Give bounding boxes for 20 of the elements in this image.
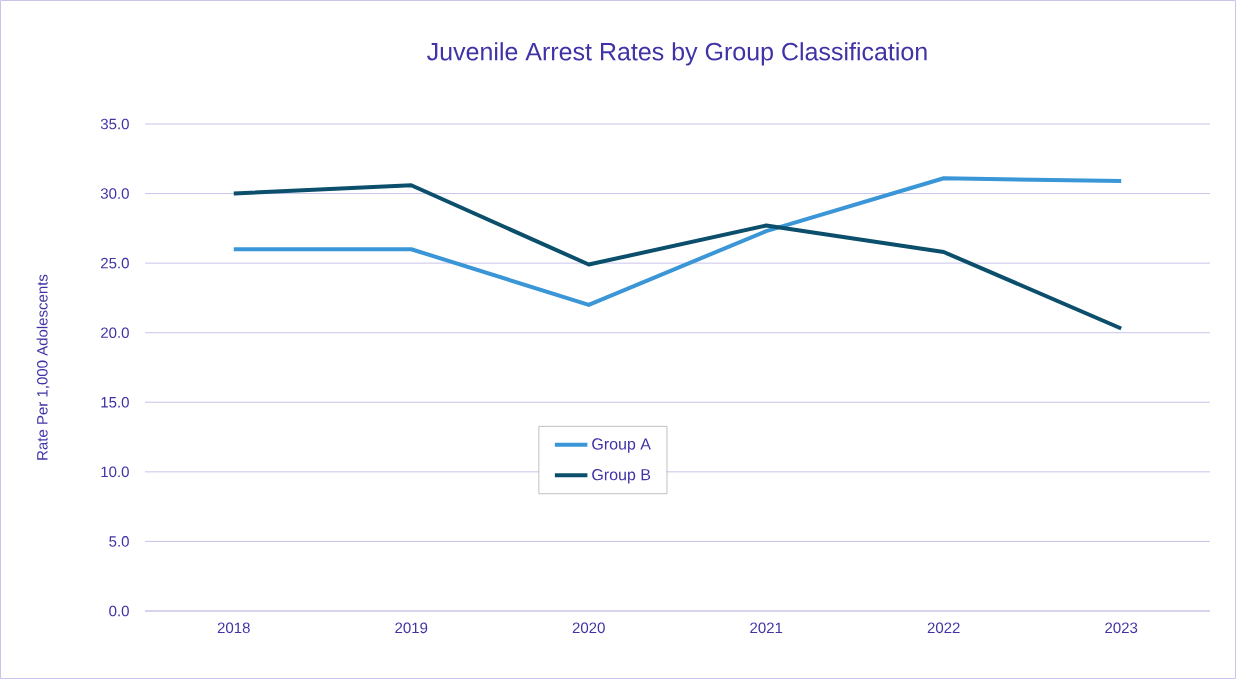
y-tick-label: 20.0 [101,327,129,339]
legend-label: Group B [592,469,651,484]
line-series [231,176,1124,307]
chart-title: Juvenile Arrest Rates by Group Classification [427,42,927,66]
y-axis-title: Rate Per 1,000 Adolescents [36,274,50,460]
line-series [231,183,1124,331]
y-tick-label: 35.0 [100,118,129,130]
y-tick-label: 10.0 [101,466,129,478]
x-tick-label: 2020 [572,622,605,634]
x-tick-label: 2019 [395,622,428,634]
y-tick-label: 30.0 [100,188,129,199]
x-tick-label: 2021 [750,622,783,634]
x-tick-label: 2022 [927,622,960,634]
y-tick-label: 15.0 [101,396,129,408]
y-tick-label: 25.0 [101,257,129,269]
y-tick-label: 0.0 [109,605,129,617]
x-tick-label: 2023 [1105,622,1138,634]
y-tick-label: 5.0 [109,536,129,547]
legend-label: Group A [592,438,651,453]
x-tick-label: 2018 [217,622,250,634]
